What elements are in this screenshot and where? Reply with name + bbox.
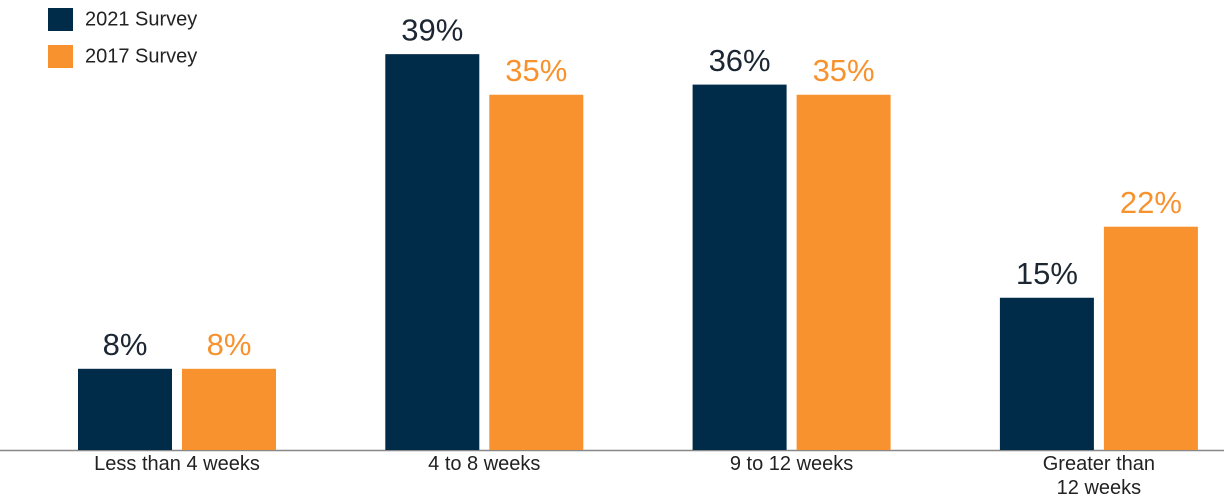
data-label: 35% <box>505 53 567 88</box>
bar <box>1103 226 1198 450</box>
bar <box>182 368 276 450</box>
bar <box>385 54 480 451</box>
x-tick-label: 4 to 8 weeks <box>428 453 541 475</box>
bar <box>692 84 787 450</box>
data-label: 15% <box>1016 256 1078 291</box>
data-label: 35% <box>813 53 875 88</box>
data-label: 8% <box>207 327 252 362</box>
legend-swatch <box>48 8 73 31</box>
bar <box>489 94 584 450</box>
x-tick-label: 9 to 12 weeks <box>729 453 854 475</box>
legend-swatch <box>48 45 73 68</box>
x-tick-label: Less than 4 weeks <box>94 453 260 475</box>
bar <box>796 94 891 450</box>
data-label: 39% <box>401 12 463 47</box>
legend-label: 2021 Survey <box>85 8 197 30</box>
data-label: 36% <box>709 43 771 78</box>
data-label: 22% <box>1120 185 1182 220</box>
data-label: 8% <box>103 327 148 362</box>
legend-label: 2017 Survey <box>85 45 197 67</box>
bar <box>999 297 1094 450</box>
x-tick-label: Greater than 12 weeks <box>1042 453 1156 499</box>
bar <box>78 368 172 450</box>
